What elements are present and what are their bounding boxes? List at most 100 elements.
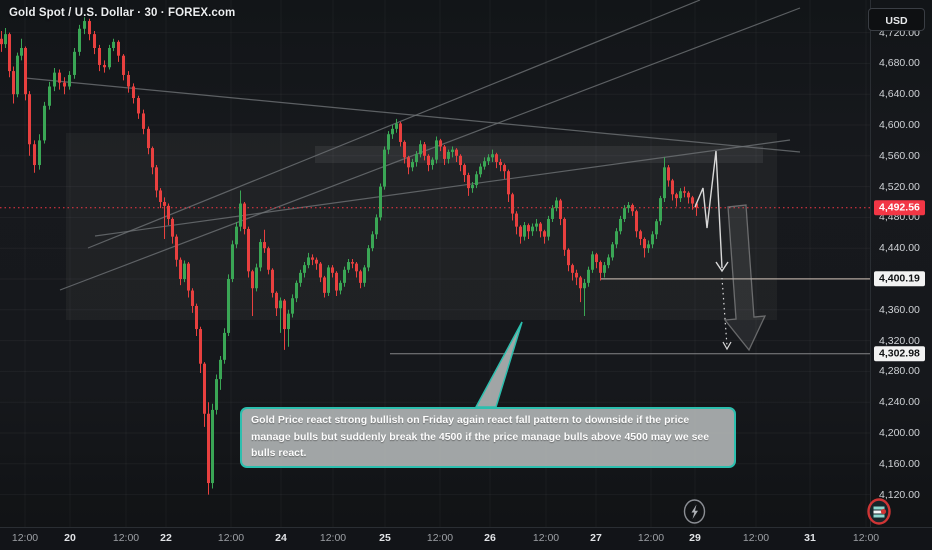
candle-body	[587, 269, 590, 283]
candle-body	[423, 144, 426, 156]
candle-body	[447, 151, 450, 159]
candle-body	[435, 140, 438, 160]
candle-body	[663, 167, 666, 199]
candle-body	[639, 231, 642, 239]
symbol-title: Gold Spot / U.S. Dollar · 30 · FOREX.com	[9, 7, 236, 19]
projection-zigzag[interactable]	[694, 150, 723, 269]
candle-body	[359, 271, 362, 283]
time-label-day: 20	[64, 532, 76, 544]
candle-body	[399, 123, 402, 142]
trendline[interactable]	[94, 139, 791, 237]
candle-body	[117, 41, 120, 56]
candle-body	[403, 141, 406, 158]
price-tick-label: 4,560.00	[879, 149, 920, 162]
candle-body	[88, 21, 91, 35]
candle-body	[311, 257, 314, 260]
candle-body	[659, 198, 662, 222]
candle-body	[491, 154, 494, 158]
candle-body	[319, 263, 322, 278]
candle-body	[142, 113, 145, 129]
time-label-hour: 12:00	[637, 532, 665, 544]
lightning-bolt-icon[interactable]	[682, 499, 707, 529]
price-tick-label: 4,600.00	[879, 119, 920, 131]
candle-body	[455, 149, 458, 156]
candle-body	[483, 161, 486, 167]
candle-body	[8, 34, 11, 72]
candle-body	[607, 257, 610, 266]
candle-body	[307, 257, 310, 266]
time-label-day: 29	[689, 532, 701, 544]
time-label-hour: 12:00	[532, 532, 560, 544]
candle-body	[679, 191, 682, 199]
candle-body	[132, 86, 135, 99]
candle-body	[191, 290, 194, 306]
price-tick-label: 4,680.00	[879, 57, 920, 70]
time-label-hour: 12:00	[319, 532, 347, 544]
candle-body	[137, 98, 140, 114]
candle-body	[151, 148, 154, 168]
currency-button[interactable]: USD	[868, 8, 925, 31]
annotation-callout[interactable]: Gold Price react strong bullish on Frida…	[240, 407, 736, 468]
candle-body	[251, 271, 254, 289]
candle-body	[147, 128, 150, 149]
price-tick-label: 4,120.00	[879, 488, 920, 501]
candle-body	[303, 265, 306, 273]
candle-body	[0, 38, 3, 45]
candle-body	[323, 277, 326, 293]
price-tick-label: 4,520.00	[879, 180, 920, 193]
candle-body	[159, 190, 162, 202]
candle-body	[479, 166, 482, 175]
candle-body	[559, 200, 562, 219]
price-tick-label: 4,640.00	[879, 88, 920, 101]
candle-body	[38, 140, 41, 166]
candle-body	[451, 149, 454, 152]
candle-body	[231, 244, 234, 279]
candle-body	[487, 157, 490, 162]
candle-body	[419, 144, 422, 155]
candle-body	[355, 263, 358, 272]
candle-body	[203, 363, 206, 414]
candle-body	[331, 267, 334, 273]
candle-body	[271, 269, 274, 293]
broker-logo-icon[interactable]	[866, 498, 892, 530]
candle-body	[73, 51, 76, 75]
candle-body	[507, 171, 510, 195]
candle-body	[283, 300, 286, 330]
trendline[interactable]	[24, 77, 801, 153]
candle-body	[387, 134, 390, 150]
candle-body	[339, 282, 342, 291]
candle-body	[635, 211, 638, 232]
candle-body	[103, 64, 106, 68]
trendline[interactable]	[87, 0, 701, 249]
highlight-zone[interactable]	[66, 133, 777, 320]
big-down-arrow[interactable]	[723, 204, 767, 352]
projection-dotted-line	[721, 277, 728, 347]
time-axis[interactable]: 12:00 20 12:00 22 12:00 24 12:00 25 12:00 26 12:00…	[0, 527, 932, 550]
candle-body	[611, 244, 614, 258]
candle-body	[263, 242, 266, 249]
candle-body	[411, 161, 414, 168]
candle-body	[235, 226, 238, 245]
time-label-day: 26	[484, 532, 496, 544]
candle-body	[619, 218, 622, 232]
highlight-zone[interactable]	[315, 146, 763, 163]
candle-body	[655, 221, 658, 235]
candle-body	[603, 265, 606, 273]
candle-body	[519, 226, 522, 237]
candle-body	[599, 262, 602, 273]
candle-body	[675, 194, 678, 199]
price-axis[interactable]: 4,720.00 4,680.00 4,640.00 4,600.00 4,560.00…	[870, 0, 932, 527]
candle-body	[347, 262, 350, 270]
candle-body	[555, 200, 558, 209]
candle-body	[535, 223, 538, 227]
candle-body	[467, 175, 470, 189]
candle-body	[219, 359, 222, 380]
candle-body	[511, 194, 514, 214]
candle-body	[391, 128, 394, 135]
callout-pointer	[474, 321, 523, 408]
candle-body	[12, 71, 15, 95]
candle-body	[68, 74, 71, 87]
annotation-text: Gold Price react strong bullish on Frida…	[251, 414, 710, 459]
trendline[interactable]	[59, 7, 801, 291]
